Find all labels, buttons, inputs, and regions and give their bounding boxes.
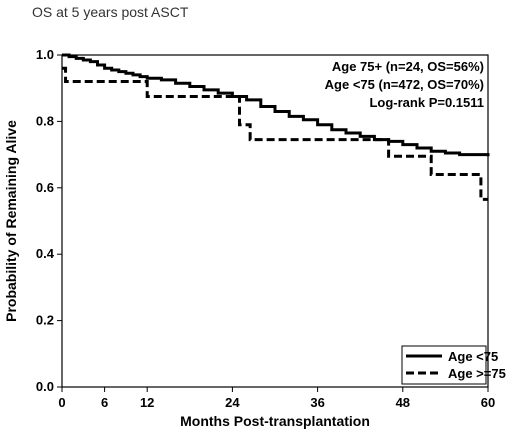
y-tick-label: 0.2 xyxy=(36,313,54,328)
x-tick-label: 0 xyxy=(58,395,65,410)
legend-label-age-75plus: Age >=75 xyxy=(448,366,506,381)
legend-box xyxy=(401,345,487,385)
legend: Age <75 Age >=75 xyxy=(401,345,506,385)
y-tick-label: 0.0 xyxy=(36,379,54,394)
y-tick-label: 0.4 xyxy=(36,246,55,261)
plot-frame xyxy=(61,54,489,388)
y-axis-title: Probability of Remaining Alive xyxy=(3,120,19,322)
y-tick-label: 0.8 xyxy=(36,113,54,128)
y-tick-label: 0.6 xyxy=(36,180,54,195)
x-tick-label: 48 xyxy=(396,395,410,410)
annotation-age-under75: Age <75 (n=472, OS=70%) xyxy=(325,77,484,92)
annotation-age75plus: Age 75+ (n=24, OS=56%) xyxy=(332,59,484,74)
series-layer xyxy=(62,53,490,201)
x-axis-title: Months Post-transplantation xyxy=(180,413,370,429)
x-tick-label: 24 xyxy=(225,395,240,410)
series-line-age-75plus xyxy=(62,66,488,201)
x-tick-label: 60 xyxy=(481,395,495,410)
y-tick-label: 1.0 xyxy=(36,47,54,62)
legend-label-age-under75: Age <75 xyxy=(448,349,498,364)
series-line-age-under75 xyxy=(62,53,490,157)
x-tick-label: 6 xyxy=(101,395,108,410)
x-tick-label: 36 xyxy=(310,395,324,410)
x-tick-label: 12 xyxy=(140,395,154,410)
annotation-logrank: Log-rank P=0.1511 xyxy=(369,95,484,110)
page-title: OS at 5 years post ASCT xyxy=(32,4,189,20)
ticks-layer: 0.0 0.2 0.4 0.6 0.8 1.0 0 6 12 24 36 48 60 xyxy=(36,47,495,410)
